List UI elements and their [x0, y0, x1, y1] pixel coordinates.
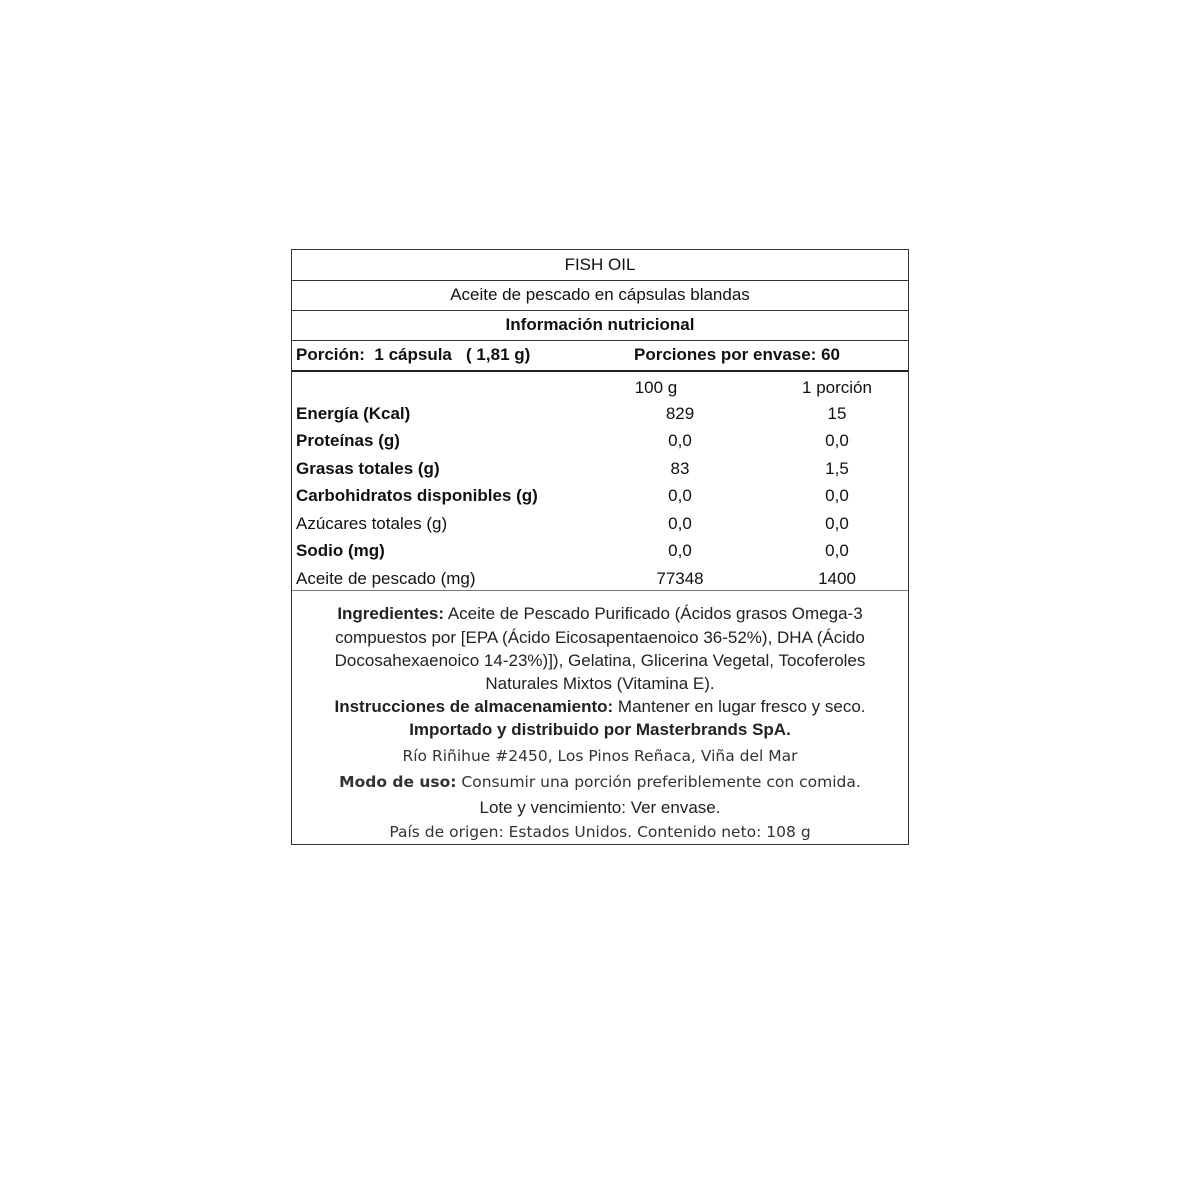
table-row: Energía (Kcal) 829 15	[292, 401, 908, 427]
ingredients-line: compuestos por [EPA (Ácido Eicosapentaen…	[335, 628, 865, 647]
table-row: Aceite de pescado (mg) 77348 1400	[292, 566, 908, 592]
table-row: Azúcares totales (g) 0,0 0,0	[292, 511, 908, 537]
row-name: Grasas totales (g)	[296, 459, 440, 478]
row-per-portion: 1,5	[825, 459, 849, 478]
row-name: Proteínas (g)	[296, 431, 400, 450]
address-line: Río Riñihue #2450, Los Pinos Reñaca, Viñ…	[402, 747, 798, 765]
row-name: Energía (Kcal)	[296, 404, 411, 423]
portion-row: Porción: 1 cápsula ( 1,81 g) Porciones p…	[292, 340, 908, 372]
row-per-portion: 1400	[818, 569, 856, 588]
row-per-portion: 15	[827, 404, 847, 423]
row-per100: 0,0	[668, 431, 692, 450]
usage-label: Modo de uso:	[339, 773, 457, 791]
ingredients-line: Ingredientes: Aceite de Pescado Purifica…	[292, 602, 908, 625]
row-name: Sodio (mg)	[296, 541, 385, 560]
ingredients-line: Naturales Mixtos (Vitamina E).	[485, 674, 715, 693]
ingredients-line: Docosahexaenoico 14-23%)]), Gelatina, Gl…	[334, 651, 866, 670]
ingredients-text: Aceite de Pescado Purificado (Ácidos gra…	[444, 604, 863, 623]
row-per100: 829	[665, 404, 695, 423]
storage-text: Mantener en lugar fresco y seco.	[613, 697, 866, 716]
usage-line: Modo de uso: Consumir una porción prefer…	[292, 771, 908, 794]
row-per100: 77348	[656, 569, 704, 588]
column-portion: 1 porción	[802, 378, 872, 397]
row-name: Carbohidratos disponibles (g)	[296, 486, 538, 505]
ingredients-label: Ingredientes:	[337, 604, 445, 623]
usage-text: Consumir una porción preferiblemente con…	[456, 773, 861, 791]
servings-per-container: Porciones por envase: 60	[634, 345, 840, 364]
table-row: Grasas totales (g) 83 1,5	[292, 456, 908, 482]
row-per-portion: 0,0	[825, 431, 849, 450]
row-per100: 0,0	[668, 514, 692, 533]
portion-size: Porción: 1 cápsula ( 1,81 g)	[296, 345, 531, 364]
nutrition-label: FISH OIL Aceite de pescado en cápsulas b…	[291, 249, 909, 845]
product-subtitle: Aceite de pescado en cápsulas blandas	[292, 280, 908, 311]
column-headers: 100 g 1 porción	[292, 375, 908, 401]
table-row: Carbohidratos disponibles (g) 0,0 0,0	[292, 483, 908, 509]
storage-label: Instrucciones de almacenamiento:	[334, 697, 614, 716]
row-per100: 0,0	[668, 541, 692, 560]
row-name: Aceite de pescado (mg)	[296, 569, 476, 588]
column-100g: 100 g	[634, 378, 678, 397]
row-per-portion: 0,0	[825, 486, 849, 505]
origin-line: País de origen: Estados Unidos. Contenid…	[389, 823, 811, 841]
table-divider	[292, 590, 908, 591]
product-title: FISH OIL	[292, 250, 908, 281]
row-per-portion: 0,0	[825, 541, 849, 560]
row-per100: 83	[670, 459, 690, 478]
row-name: Azúcares totales (g)	[296, 514, 448, 533]
section-title: Información nutricional	[292, 310, 908, 341]
row-per-portion: 0,0	[825, 514, 849, 533]
table-row: Sodio (mg) 0,0 0,0	[292, 538, 908, 564]
row-per100: 0,0	[668, 486, 692, 505]
table-row: Proteínas (g) 0,0 0,0	[292, 428, 908, 454]
storage-line: Instrucciones de almacenamiento: Mantene…	[292, 695, 908, 718]
lot-line: Lote y vencimiento: Ver envase.	[479, 798, 721, 817]
importer-line: Importado y distribuido por Masterbrands…	[409, 720, 791, 739]
